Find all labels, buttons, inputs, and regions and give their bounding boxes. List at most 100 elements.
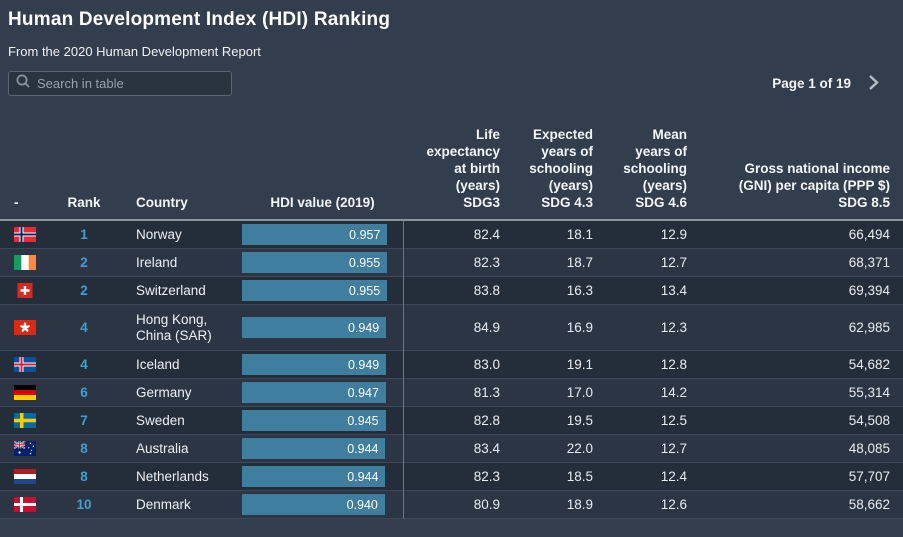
hdi-value-bar: 0.947 (242, 382, 403, 403)
mean-schooling-cell: 12.6 (660, 497, 687, 512)
life-expectancy-cell: 82.3 (473, 255, 500, 270)
expected-schooling-cell: 19.1 (566, 357, 593, 372)
page-indicator: Page 1 of 19 (772, 76, 851, 91)
life-expectancy-cell: 84.9 (473, 320, 500, 335)
table-header-row: - Rank Country HDI value (2019) Life exp… (0, 96, 903, 221)
iceland-flag-icon (0, 357, 52, 372)
expected-schooling-cell: 18.5 (566, 469, 593, 484)
hdi-value-bar: 0.949 (242, 317, 403, 338)
table-row: 10 Denmark 0.940 80.9 18.9 12.6 58,662 (0, 491, 903, 519)
column-header-hdi-value: HDI value (2019) (270, 195, 375, 210)
denmark-flag-icon (0, 497, 52, 512)
page-subtitle: From the 2020 Human Development Report (8, 44, 261, 59)
chevron-right-icon (868, 74, 879, 94)
gni-cell: 62,985 (848, 320, 890, 335)
search-box[interactable] (8, 71, 232, 96)
column-separator (403, 221, 404, 519)
gni-cell: 55,314 (848, 385, 890, 400)
hdi-value-bar: 0.944 (242, 438, 403, 459)
column-header-flag: - (14, 195, 19, 210)
rank-cell: 4 (80, 320, 88, 335)
rank-cell: 6 (80, 385, 88, 400)
gni-cell: 58,662 (848, 497, 890, 512)
mean-schooling-cell: 12.4 (660, 469, 687, 484)
country-cell: Australia (136, 440, 189, 456)
hong-kong-flag-icon (0, 320, 52, 335)
table-row: 1 Norway 0.957 82.4 18.1 12.9 66,494 (0, 221, 903, 249)
switzerland-flag-icon (0, 283, 52, 298)
country-cell: Netherlands (136, 468, 209, 484)
country-cell: Switzerland (136, 282, 206, 298)
rank-cell: 1 (80, 227, 88, 242)
life-expectancy-cell: 81.3 (473, 385, 500, 400)
country-cell: Iceland (136, 356, 180, 372)
expected-schooling-cell: 16.3 (566, 283, 593, 298)
page-title: Human Development Index (HDI) Ranking (8, 9, 391, 30)
life-expectancy-cell: 83.8 (473, 283, 500, 298)
hdi-value-bar: 0.955 (242, 280, 403, 301)
country-cell: Hong Kong, China (SAR) (136, 311, 212, 343)
expected-schooling-cell: 18.7 (566, 255, 593, 270)
rank-cell: 7 (80, 413, 88, 428)
search-input[interactable] (31, 76, 225, 91)
gni-cell: 57,707 (848, 469, 890, 484)
gni-cell: 48,085 (848, 441, 890, 456)
life-expectancy-cell: 80.9 (473, 497, 500, 512)
rank-cell: 10 (76, 497, 92, 512)
expected-schooling-cell: 16.9 (566, 320, 593, 335)
life-expectancy-cell: 83.0 (473, 357, 500, 372)
ireland-flag-icon (0, 255, 52, 270)
pagination: Page 1 of 19 (772, 72, 881, 96)
country-cell: Germany (136, 384, 192, 400)
column-header-gni: Gross national income (GNI) per capita (… (738, 161, 890, 210)
country-cell: Sweden (136, 412, 185, 428)
gni-cell: 68,371 (848, 255, 890, 270)
table-row: 8 Netherlands 0.944 82.3 18.5 12.4 57,70… (0, 463, 903, 491)
rank-cell: 2 (80, 255, 88, 270)
table-row: 7 Sweden 0.945 82.8 19.5 12.5 54,508 (0, 407, 903, 435)
rank-cell: 8 (80, 441, 88, 456)
hdi-value-bar: 0.944 (242, 466, 403, 487)
australia-flag-icon (0, 441, 52, 456)
table-body: 1 Norway 0.957 82.4 18.1 12.9 66,494 2 I… (0, 221, 903, 519)
column-header-life-expectancy: Life expectancy at birth (years) SDG3 (426, 127, 500, 210)
mean-schooling-cell: 12.8 (660, 357, 687, 372)
table-row: 2 Switzerland 0.955 83.8 16.3 13.4 69,39… (0, 277, 903, 305)
gni-cell: 54,682 (848, 357, 890, 372)
expected-schooling-cell: 18.9 (566, 497, 593, 512)
column-header-country: Country (136, 195, 188, 210)
table-row: 4 Hong Kong, China (SAR) 0.949 84.9 16.9… (0, 305, 903, 351)
hdi-value-bar: 0.955 (242, 252, 403, 273)
search-icon (15, 73, 31, 94)
mean-schooling-cell: 12.3 (660, 320, 687, 335)
mean-schooling-cell: 14.2 (660, 385, 687, 400)
expected-schooling-cell: 19.5 (566, 413, 593, 428)
life-expectancy-cell: 83.4 (473, 441, 500, 456)
expected-schooling-cell: 22.0 (566, 441, 593, 456)
table-row: 8 Australia 0.944 83.4 22.0 12.7 48,085 (0, 435, 903, 463)
rank-cell: 8 (80, 469, 88, 484)
mean-schooling-cell: 12.5 (660, 413, 687, 428)
life-expectancy-cell: 82.4 (473, 227, 500, 242)
sweden-flag-icon (0, 413, 52, 428)
mean-schooling-cell: 12.7 (660, 441, 687, 456)
life-expectancy-cell: 82.8 (473, 413, 500, 428)
hdi-value-bar: 0.957 (242, 224, 403, 245)
country-cell: Denmark (136, 496, 191, 512)
expected-schooling-cell: 17.0 (566, 385, 593, 400)
toolbar: Page 1 of 19 (0, 59, 903, 96)
netherlands-flag-icon (0, 469, 52, 484)
country-cell: Norway (136, 226, 182, 242)
table-row: 6 Germany 0.947 81.3 17.0 14.2 55,314 (0, 379, 903, 407)
next-page-button[interactable] (866, 72, 881, 96)
hdi-value-bar: 0.945 (242, 410, 403, 431)
gni-cell: 66,494 (848, 227, 890, 242)
rank-cell: 4 (80, 357, 88, 372)
column-header-rank: Rank (67, 195, 101, 210)
table-row: 2 Ireland 0.955 82.3 18.7 12.7 68,371 (0, 249, 903, 277)
norway-flag-icon (0, 227, 52, 242)
mean-schooling-cell: 12.9 (660, 227, 687, 242)
column-header-mean-schooling: Mean years of schooling (years) SDG 4.6 (623, 127, 687, 210)
mean-schooling-cell: 13.4 (660, 283, 687, 298)
